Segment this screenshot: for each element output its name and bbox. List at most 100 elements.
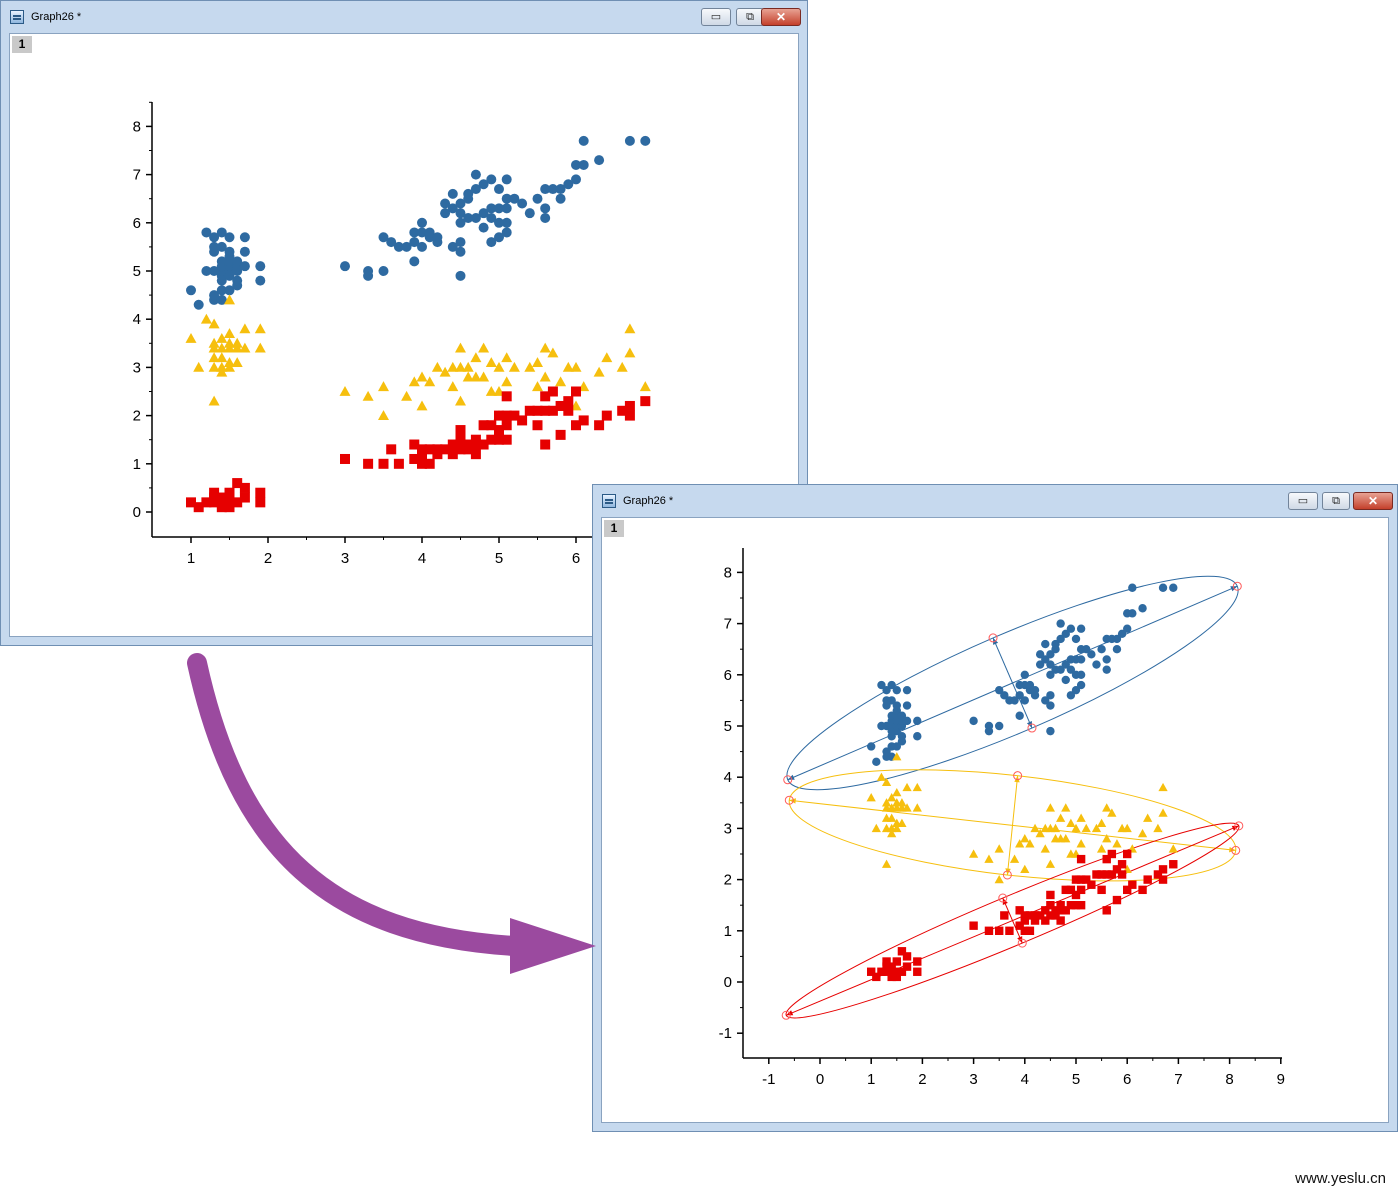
close-button[interactable]: ✕ <box>761 8 801 26</box>
data-point <box>1138 604 1147 613</box>
data-point <box>1128 583 1137 592</box>
blue-axis-endpoint <box>1027 723 1037 733</box>
x-tick-label: 6 <box>572 550 580 567</box>
data-point <box>1096 844 1107 853</box>
data-point <box>532 357 543 367</box>
data-point <box>1030 911 1040 920</box>
data-point <box>876 772 887 781</box>
red-axis-endpoint <box>1234 821 1244 831</box>
x-tick-label: 6 <box>1123 1071 1131 1088</box>
data-point <box>1076 885 1086 895</box>
data-point <box>216 342 228 353</box>
data-point <box>1158 808 1168 817</box>
data-point <box>1020 834 1030 843</box>
data-point <box>571 386 581 397</box>
data-point <box>1168 844 1178 853</box>
maximize-button[interactable]: ⧉ <box>736 8 764 26</box>
data-point <box>1061 803 1071 812</box>
title-bar[interactable]: Graph26 * ▭ ⧉ ✕ <box>1 1 807 33</box>
data-point <box>216 294 227 305</box>
data-point <box>968 849 979 858</box>
data-point <box>1066 818 1076 827</box>
minimize-button[interactable]: ▭ <box>701 8 731 26</box>
data-point <box>216 256 227 267</box>
data-point <box>1045 859 1056 868</box>
data-point <box>447 361 459 372</box>
data-point <box>463 188 474 199</box>
data-point <box>1056 813 1066 822</box>
data-point <box>524 405 535 416</box>
data-point <box>1153 823 1163 833</box>
layer-tab[interactable]: 1 <box>604 520 624 537</box>
yellow-axis-endpoint <box>1002 870 1012 880</box>
data-point <box>501 193 512 204</box>
data-point <box>540 203 551 214</box>
data-point <box>1169 860 1178 869</box>
data-point <box>409 237 420 248</box>
data-point <box>571 159 581 170</box>
data-point <box>224 246 235 257</box>
data-point <box>887 680 896 690</box>
data-point <box>912 803 922 812</box>
data-point <box>508 361 520 372</box>
data-point <box>1045 803 1056 812</box>
data-point <box>547 347 559 358</box>
data-point <box>1087 880 1096 889</box>
data-point <box>470 184 481 195</box>
graph-page[interactable]: 1 -1 0 1 2 3 4 5 6 7 8 -1 0 1 2 3 4 5 6 7 8 9 <box>601 517 1389 1123</box>
data-point <box>186 497 196 508</box>
data-point <box>902 782 912 792</box>
data-point <box>969 716 978 726</box>
graph-window-before[interactable]: Graph26 * ▭ ⧉ ✕ 1 0 1 2 3 4 5 6 7 8 1 2 3 4 5 6 <box>0 0 808 646</box>
data-point <box>470 212 481 223</box>
graph-page[interactable]: 1 0 1 2 3 4 5 6 7 8 1 2 3 4 5 6 <box>9 33 799 637</box>
window-title: Graph26 * <box>31 11 82 23</box>
data-point <box>1076 655 1086 664</box>
data-point <box>517 415 528 426</box>
title-bar[interactable]: Graph26 * ▭ ⧉ ✕ <box>593 485 1397 517</box>
data-point <box>1076 624 1086 633</box>
data-point <box>1128 880 1137 889</box>
data-point <box>239 323 251 334</box>
layer-tab[interactable]: 1 <box>12 36 32 53</box>
data-point <box>555 184 566 195</box>
data-point <box>892 742 901 751</box>
data-point <box>547 386 558 397</box>
data-point <box>201 227 212 238</box>
data-point <box>224 487 235 498</box>
data-point <box>867 742 876 751</box>
y-tick-label: 4 <box>724 769 732 786</box>
data-point <box>1087 650 1096 659</box>
data-point <box>455 237 466 248</box>
data-point <box>578 135 589 146</box>
graph-window-after[interactable]: Graph26 * ▭ ⧉ ✕ 1 -1 0 1 2 3 4 5 6 7 8 -1 0 1 2 3 4 5 6 7 8… <box>592 484 1398 1132</box>
yellow-axis-arrowhead <box>1229 846 1236 853</box>
y-tick-label: 8 <box>133 118 141 135</box>
maximize-button[interactable]: ⧉ <box>1322 492 1350 510</box>
scatter-plot-before[interactable]: 0 1 2 3 4 5 6 7 8 1 2 3 4 5 6 <box>10 34 800 638</box>
circle-series <box>186 135 651 310</box>
minimize-button[interactable]: ▭ <box>1288 492 1318 510</box>
data-point <box>1137 828 1148 838</box>
data-point <box>872 757 881 767</box>
data-point <box>432 232 443 243</box>
data-point <box>254 342 266 353</box>
data-point <box>1041 906 1050 915</box>
close-button[interactable]: ✕ <box>1353 492 1393 510</box>
x-tick-label: 5 <box>495 550 503 567</box>
data-point <box>1051 639 1060 649</box>
data-point <box>463 439 474 450</box>
data-point <box>540 405 551 416</box>
data-point <box>409 453 420 464</box>
data-point <box>501 420 512 431</box>
data-point <box>1046 670 1055 679</box>
data-point <box>1071 890 1081 900</box>
data-point <box>562 361 574 372</box>
scatter-plot-after[interactable]: -1 0 1 2 3 4 5 6 7 8 -1 0 1 2 3 4 5 6 7 8 9 <box>602 518 1390 1124</box>
data-point <box>447 188 458 199</box>
data-point <box>462 371 474 382</box>
data-point <box>1056 619 1065 628</box>
data-point <box>532 405 543 416</box>
data-point <box>902 716 912 726</box>
data-point <box>1061 834 1071 843</box>
